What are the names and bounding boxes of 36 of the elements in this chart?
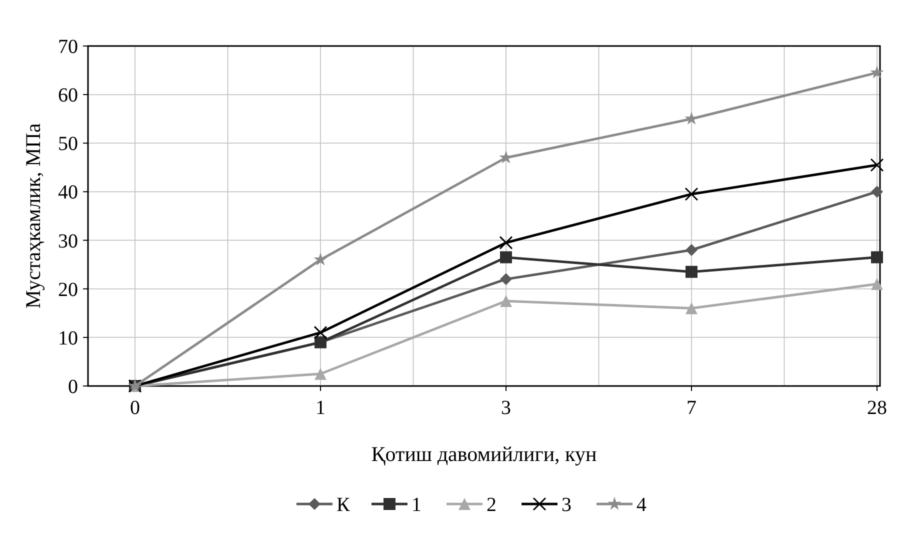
point: [686, 266, 698, 278]
legend-label: 3: [562, 494, 572, 516]
point: [500, 273, 512, 286]
y-tick-label: 60: [58, 84, 78, 107]
point: [871, 186, 883, 198]
y-tick-label: 20: [58, 278, 78, 301]
x-tick-label: 7: [686, 397, 696, 419]
y-tick-label: 70: [58, 36, 78, 58]
point: [686, 302, 698, 314]
y-tick-label: 30: [58, 230, 78, 252]
x-tick-label: 28: [867, 397, 887, 419]
legend-label: К: [336, 494, 350, 516]
point: [500, 251, 512, 264]
point: [500, 295, 512, 307]
y-axis-title: Мустаҳкамлик, МПа: [21, 122, 45, 309]
point: [314, 326, 328, 340]
point: [871, 251, 883, 264]
y-tick-label: 10: [58, 327, 78, 350]
point: [871, 278, 883, 290]
point: [870, 158, 884, 172]
point: [684, 187, 698, 201]
x-tick-label: 1: [316, 397, 326, 419]
point: [686, 244, 698, 256]
x-tick-label: 3: [501, 397, 511, 419]
legend-label: 2: [486, 494, 496, 516]
legend-label: 1: [412, 494, 422, 516]
y-tick-label: 40: [58, 182, 78, 204]
y-tick-label: 50: [58, 133, 78, 156]
point: [314, 252, 328, 266]
point: [870, 66, 884, 79]
x-tick-label: 0: [130, 397, 140, 419]
x-axis-title: Қотиш давомийлиги, кун: [371, 442, 597, 466]
point: [499, 236, 513, 250]
point: [314, 368, 326, 380]
legend-label: 4: [636, 494, 646, 516]
y-tick-label: 0: [68, 376, 78, 398]
